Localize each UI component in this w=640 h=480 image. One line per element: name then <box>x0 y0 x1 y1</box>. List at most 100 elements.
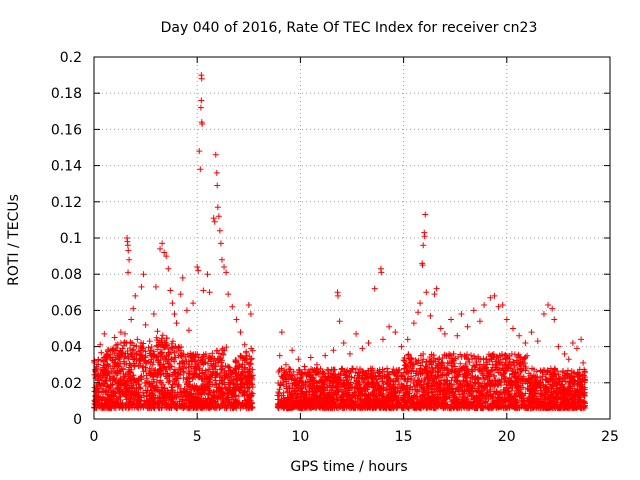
data-point <box>206 405 213 412</box>
data-point <box>153 379 160 386</box>
data-point <box>483 381 490 388</box>
data-point <box>328 387 335 394</box>
data-point <box>402 390 409 397</box>
data-point <box>218 256 225 263</box>
data-point <box>219 367 226 374</box>
data-point <box>298 377 305 384</box>
data-point <box>165 265 172 272</box>
data-point <box>444 366 451 373</box>
data-point <box>582 374 589 381</box>
data-point <box>464 395 471 402</box>
data-point <box>517 353 524 360</box>
data-point <box>403 382 410 389</box>
data-point <box>463 396 470 403</box>
data-point <box>139 355 146 362</box>
data-point <box>508 387 515 394</box>
data-point <box>91 384 98 391</box>
data-point <box>114 344 121 351</box>
data-point <box>350 391 357 398</box>
data-point <box>294 371 301 378</box>
data-point <box>473 394 480 401</box>
data-point <box>365 373 372 380</box>
data-point <box>129 356 136 363</box>
data-point <box>274 396 281 403</box>
data-point <box>472 373 479 380</box>
data-point <box>417 352 424 359</box>
data-point <box>135 348 142 355</box>
data-point <box>132 292 139 299</box>
data-point <box>446 391 453 398</box>
data-point <box>346 373 353 380</box>
data-point <box>228 377 235 384</box>
data-point <box>547 365 554 372</box>
data-point <box>410 380 417 387</box>
data-point <box>429 386 436 393</box>
data-point <box>562 372 569 379</box>
data-point <box>247 360 254 367</box>
data-point <box>153 334 160 341</box>
data-point <box>466 400 473 407</box>
data-point <box>553 387 560 394</box>
data-point <box>212 400 219 407</box>
data-point <box>531 398 538 405</box>
data-point <box>403 361 410 368</box>
data-point <box>530 366 537 373</box>
data-point <box>141 392 148 399</box>
data-point <box>479 370 486 377</box>
data-point <box>206 353 213 360</box>
data-point <box>386 386 393 393</box>
data-point <box>202 395 209 402</box>
data-point <box>158 337 165 344</box>
data-point <box>244 378 251 385</box>
data-point <box>411 404 418 411</box>
data-point <box>212 151 219 158</box>
data-point <box>488 356 495 363</box>
data-point <box>198 358 205 365</box>
data-point <box>420 356 427 363</box>
data-point <box>344 396 351 403</box>
data-point <box>324 384 331 391</box>
data-point <box>293 403 300 410</box>
data-point <box>194 263 201 270</box>
data-point <box>362 398 369 405</box>
data-point <box>142 364 149 371</box>
data-point <box>436 355 443 362</box>
data-point <box>159 240 166 247</box>
data-point <box>114 385 121 392</box>
data-point <box>403 369 410 376</box>
data-point <box>416 404 423 411</box>
data-point <box>418 377 425 384</box>
data-point <box>285 396 292 403</box>
data-point <box>148 343 155 350</box>
data-point <box>319 370 326 377</box>
data-point <box>135 363 142 370</box>
data-point <box>148 365 155 372</box>
data-point <box>190 370 197 377</box>
data-point <box>522 365 529 372</box>
data-point <box>169 381 176 388</box>
data-point <box>495 369 502 376</box>
data-point <box>197 104 204 111</box>
data-point <box>320 369 327 376</box>
data-point <box>131 401 138 408</box>
data-point <box>202 359 209 366</box>
data-point <box>408 373 415 380</box>
data-point <box>312 390 319 397</box>
data-point <box>169 386 176 393</box>
data-point <box>438 359 445 366</box>
data-point <box>491 372 498 379</box>
data-point <box>169 393 176 400</box>
data-point <box>454 368 461 375</box>
data-point <box>137 351 144 358</box>
data-point <box>443 392 450 399</box>
data-point <box>95 356 102 363</box>
data-point <box>514 404 521 411</box>
data-point <box>504 364 511 371</box>
data-point <box>507 365 514 372</box>
data-point <box>379 378 386 385</box>
data-point <box>428 351 435 358</box>
data-point <box>365 380 372 387</box>
data-point <box>578 405 585 412</box>
data-point <box>104 403 111 410</box>
data-point <box>405 352 412 359</box>
